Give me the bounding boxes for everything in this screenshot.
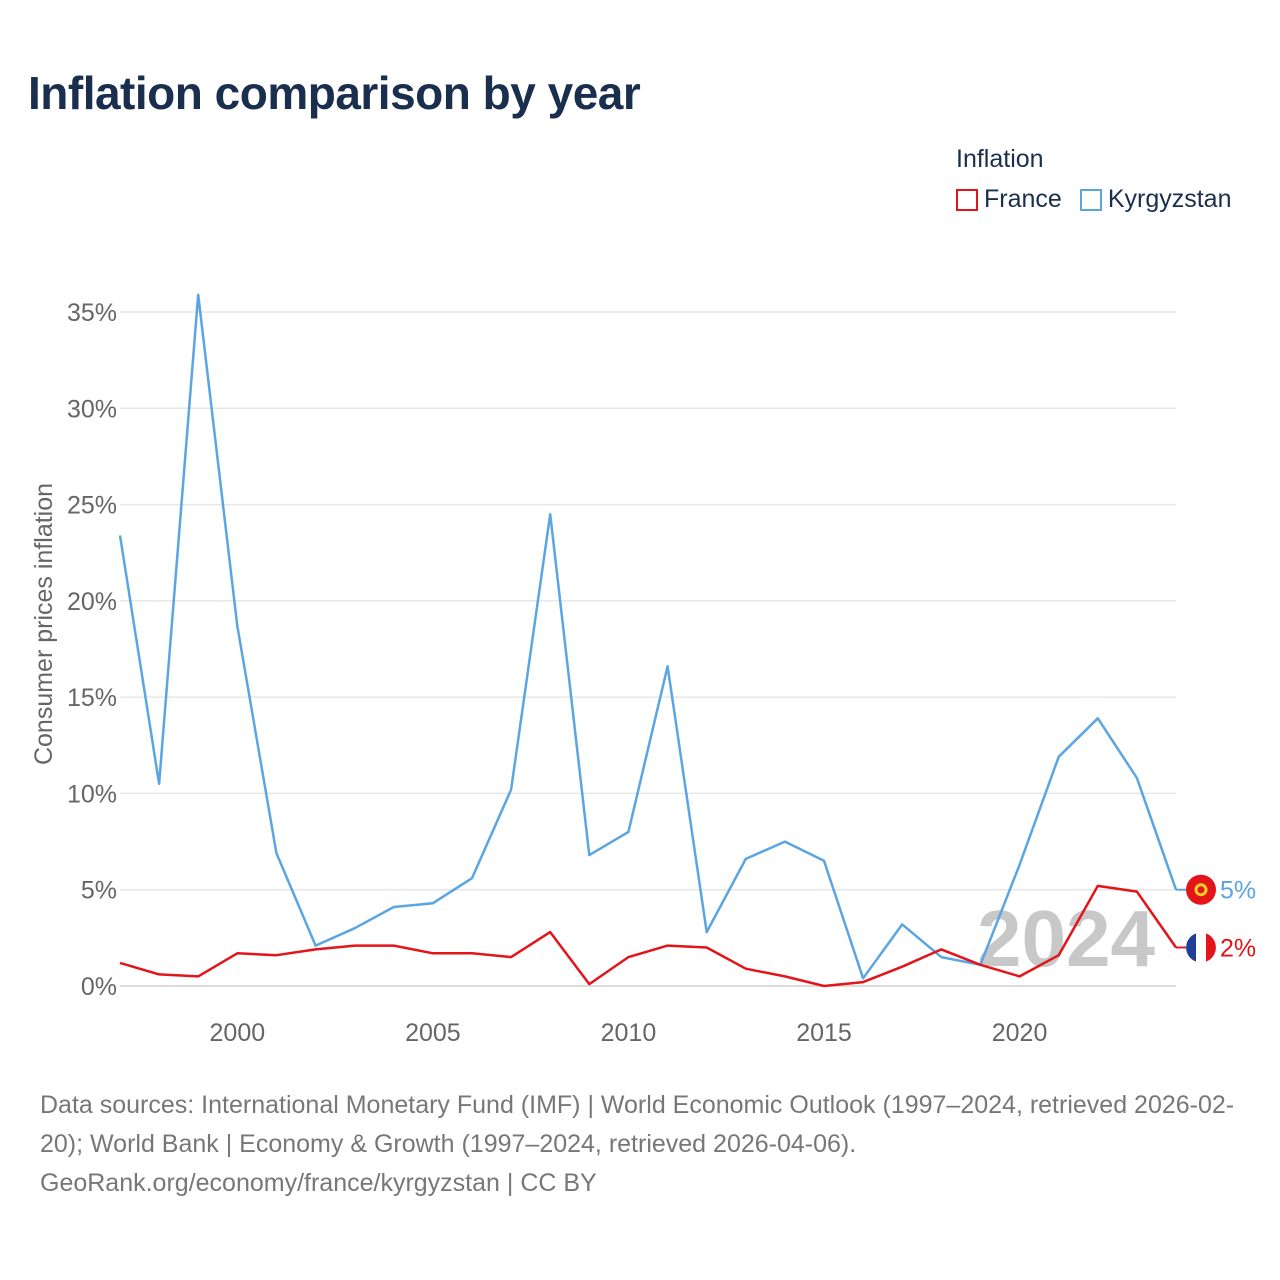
end-value-label: 5% — [1220, 877, 1256, 905]
flag-kyrgyzstan-tunduk — [1197, 886, 1205, 894]
legend-swatch-kyrgyzstan — [1079, 188, 1102, 211]
flag-france-blue — [1186, 933, 1196, 962]
end-markers: 5% 2% — [1176, 874, 1256, 963]
legend: France Kyrgyzstan — [956, 185, 1249, 214]
x-tick-label: 2015 — [796, 1019, 852, 1047]
x-axis-ticks: 2000 2005 2010 2015 2020 — [210, 1019, 1048, 1047]
x-tick-label: 2000 — [210, 1019, 266, 1047]
end-value-label: 2% — [1220, 934, 1256, 962]
series-line-kyrgyzstan — [118, 293, 1178, 980]
year-watermark: 2024 — [977, 894, 1155, 983]
series-lines — [118, 293, 1178, 988]
series-line-france — [119, 884, 1178, 988]
source-note: Data sources: International Monetary Fun… — [40, 1086, 1250, 1203]
legend-label-france: France — [984, 185, 1062, 213]
legend-item-kyrgyzstan[interactable]: Kyrgyzstan — [1079, 185, 1232, 214]
chart-title: Inflation comparison by year — [28, 67, 641, 119]
y-tick-label: 0% — [81, 973, 117, 1001]
flag-france-red — [1206, 933, 1216, 962]
legend-item-france[interactable]: France — [956, 185, 1062, 214]
y-tick-label: 5% — [81, 877, 117, 905]
x-tick-label: 2020 — [992, 1019, 1048, 1047]
legend-label-kyrgyzstan: Kyrgyzstan — [1107, 185, 1232, 213]
y-tick-label: 15% — [67, 684, 117, 712]
grid-lines — [120, 311, 1176, 987]
legend-swatch-france — [956, 188, 978, 211]
x-tick-label: 2005 — [405, 1019, 461, 1047]
y-tick-label: 30% — [67, 395, 117, 423]
source-link[interactable]: GeoRank.org/economy/france/kyrgyzstan | … — [40, 1169, 597, 1197]
x-tick-label: 2010 — [601, 1019, 657, 1047]
y-axis-ticks: 0% 5% 10% 15% 20% 25% 30% 35% — [67, 299, 117, 1001]
source-text: Data sources: International Monetary Fun… — [40, 1091, 1235, 1158]
y-axis-label: Consumer prices inflation — [30, 483, 58, 765]
y-tick-label: 35% — [67, 299, 117, 327]
y-tick-label: 10% — [67, 780, 117, 808]
flag-france-white — [1196, 933, 1206, 962]
y-tick-label: 20% — [67, 588, 117, 616]
y-tick-label: 25% — [67, 492, 117, 520]
legend-title: Inflation — [956, 145, 1044, 173]
line-chart: 0%5%10%15%20%25%30%35% 2000 2005 2010 2015 2… — [30, 293, 1256, 1047]
